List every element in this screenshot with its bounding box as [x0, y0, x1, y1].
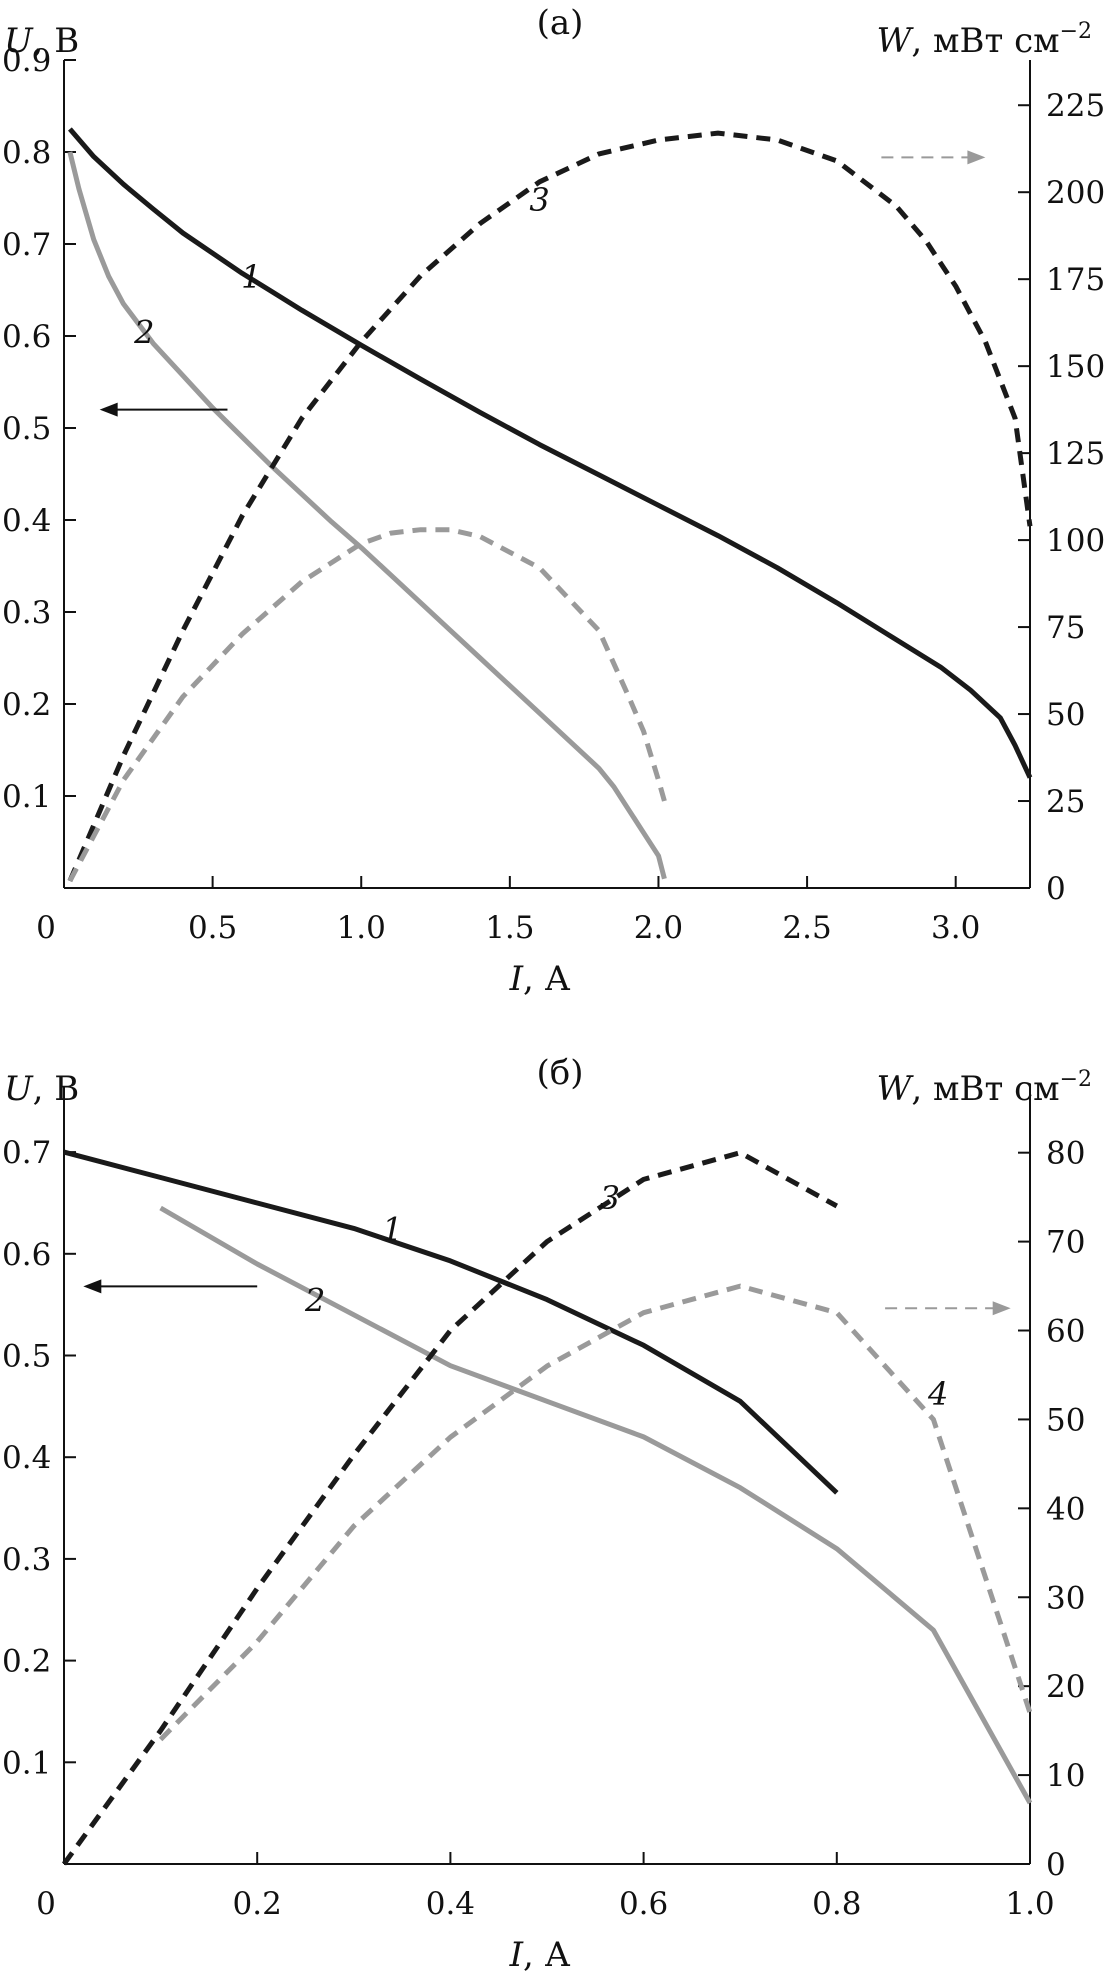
x-tick-label: 1.0 [1005, 1886, 1054, 1922]
y-right-tick-label: 80 [1046, 1136, 1085, 1172]
right-axis-arrowhead [992, 1301, 1011, 1316]
y-right-axis-title: W, мВт см−2 [876, 19, 1092, 61]
curve-label-2: 2 [304, 1282, 325, 1320]
y-left-tick-label: 0.3 [2, 595, 51, 631]
y-right-tick-label: 0 [1046, 871, 1066, 907]
x-tick-label: 0.2 [233, 1886, 282, 1922]
y-right-axis-title: W, мВт см−2 [876, 1067, 1092, 1109]
x-tick-label: 2.5 [782, 910, 831, 946]
y-right-tick-label: 30 [1046, 1580, 1085, 1616]
curve-label-4: 4 [927, 1375, 948, 1413]
y-right-tick-label: 175 [1046, 262, 1105, 298]
y-right-tick-label: 200 [1046, 175, 1105, 211]
x-tick-label: 0.8 [812, 1886, 861, 1922]
x-tick-label: 0.4 [426, 1886, 475, 1922]
y-left-tick-label: 0.6 [2, 319, 51, 355]
curve-label-2: 2 [133, 313, 154, 351]
x-tick-label: 0.6 [619, 1886, 668, 1922]
y-left-tick-label: 0.5 [2, 411, 51, 447]
y-left-tick-label: 0.1 [2, 779, 51, 815]
y-left-tick-label: 0.7 [2, 1135, 51, 1171]
series-line [63, 1149, 839, 1495]
x-tick-label: 1.0 [337, 910, 386, 946]
y-left-tick-label: 0.8 [2, 135, 51, 171]
series-line [159, 1205, 1033, 1805]
x-axis-title: I, А [509, 1935, 571, 1975]
y-left-tick-label: 0.2 [2, 687, 51, 723]
series-line [68, 127, 1033, 779]
panel-title: (а) [537, 3, 584, 43]
series-line [67, 130, 1033, 882]
y-left-axis-title: U, В [4, 21, 79, 61]
curve-label-1: 1 [382, 1210, 402, 1248]
origin-label: 0 [36, 910, 56, 946]
series-line [158, 1283, 1033, 1742]
curve-label-3: 3 [600, 1179, 620, 1217]
x-tick-label: 3.0 [931, 910, 980, 946]
y-left-tick-label: 0.1 [2, 1745, 51, 1781]
y-right-tick-label: 50 [1046, 697, 1085, 733]
y-left-tick-label: 0.9 [2, 43, 51, 79]
y-right-tick-label: 125 [1046, 436, 1105, 472]
x-tick-label: 0.5 [188, 910, 237, 946]
series-line [61, 1150, 839, 1866]
y-right-tick-label: 225 [1046, 88, 1105, 124]
y-left-tick-label: 0.2 [2, 1644, 51, 1680]
y-left-tick-label: 0.5 [2, 1339, 51, 1375]
left-axis-arrowhead [99, 402, 118, 417]
series-line [67, 151, 667, 880]
y-right-tick-label: 25 [1046, 784, 1085, 820]
x-axis-title: I, А [509, 959, 571, 999]
y-right-tick-label: 60 [1046, 1314, 1085, 1350]
right-axis-arrowhead [967, 150, 986, 165]
panel-b: (б)0.2 0.4 0.6 0.8 1.000.10.20.30.40.50.60.7… [2, 1053, 1092, 1975]
y-right-tick-label: 40 [1046, 1491, 1085, 1527]
series-line [67, 527, 667, 883]
y-left-tick-label: 0.4 [2, 1440, 51, 1476]
curve-label-3: 3 [529, 181, 549, 219]
panel-a: (а) 0.5 1.0 1.5 2.0 2.5 3.0 0 0.1 0.2 0.3 0.4 0.5 0.6… [2, 3, 1105, 999]
y-right-tick-label: 100 [1046, 523, 1105, 559]
y-left-axis-title: U, В [4, 1069, 79, 1109]
x-tick-label: 2.0 [634, 910, 683, 946]
y-right-tick-label: 20 [1046, 1669, 1085, 1705]
y-right-tick-label: 75 [1046, 610, 1085, 646]
y-right-tick-label: 10 [1046, 1758, 1085, 1794]
y-left-tick-label: 0.6 [2, 1237, 51, 1273]
curve-label-1: 1 [241, 258, 261, 296]
panel-title: (б) [537, 1053, 584, 1093]
x-tick-label: 1.5 [485, 910, 534, 946]
y-right-tick-label: 0 [1046, 1847, 1066, 1883]
y-right-tick-label: 150 [1046, 349, 1105, 385]
left-axis-arrowhead [83, 1279, 102, 1294]
y-left-tick-label: 0.7 [2, 227, 51, 263]
y-right-tick-label: 70 [1046, 1225, 1085, 1261]
y-left-tick-label: 0.3 [2, 1542, 51, 1578]
y-right-tick-label: 50 [1046, 1402, 1085, 1438]
origin-label: 0 [36, 1886, 56, 1922]
y-left-tick-label: 0.4 [2, 503, 51, 539]
